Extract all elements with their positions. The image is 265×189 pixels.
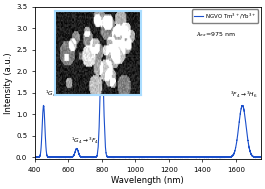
Text: $^1G_4$$\rightarrow$$^3F_4$: $^1G_4$$\rightarrow$$^3F_4$ (71, 136, 99, 146)
Text: $^3H_4$$\rightarrow$$^3H_6$: $^3H_4$$\rightarrow$$^3H_6$ (95, 34, 124, 45)
Text: $^1G_4$$\rightarrow$$^3H_6$: $^1G_4$$\rightarrow$$^3H_6$ (45, 89, 74, 99)
Y-axis label: Intensity (a.u.): Intensity (a.u.) (4, 52, 13, 114)
Legend: NGVO Tm$^{3+}$/Yb$^{3+}$: NGVO Tm$^{3+}$/Yb$^{3+}$ (192, 9, 258, 23)
X-axis label: Wavelength (nm): Wavelength (nm) (112, 176, 184, 185)
Text: $\lambda_{ex}$=975 nm: $\lambda_{ex}$=975 nm (196, 30, 236, 39)
Text: $^3F_4$$\rightarrow$$^3H_6$: $^3F_4$$\rightarrow$$^3H_6$ (230, 89, 258, 100)
